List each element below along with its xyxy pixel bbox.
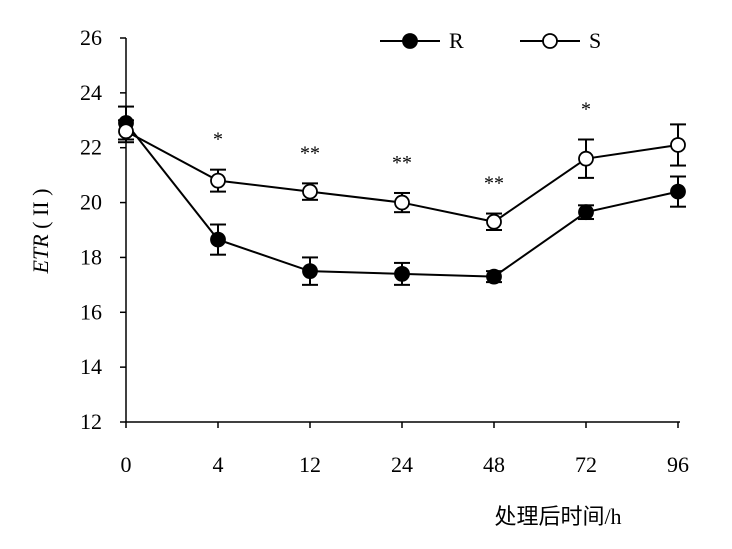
data-point-R xyxy=(670,183,686,200)
x-ticks: 0 4 12 24 48 72 96 xyxy=(121,422,689,477)
data-point-S xyxy=(394,194,410,211)
data-point-R xyxy=(302,263,318,280)
data-point-S xyxy=(486,213,502,230)
x-tick-label: 48 xyxy=(483,452,505,477)
data-point-R xyxy=(210,231,226,248)
y-ticks: 12 14 16 18 20 22 24 26 xyxy=(80,25,126,434)
data-point-S xyxy=(578,150,594,167)
data-point-S xyxy=(670,137,686,153)
y-tick-label: 22 xyxy=(80,135,102,160)
series-S xyxy=(118,119,686,231)
legend-marker xyxy=(542,33,558,49)
x-tick-label: 72 xyxy=(575,452,597,477)
significance-label: * xyxy=(213,129,223,151)
data-point-R xyxy=(486,268,502,285)
y-tick-label: 20 xyxy=(80,190,102,215)
significance-label: * xyxy=(581,98,591,120)
x-axis-label: 处理后时间/h xyxy=(494,504,621,529)
data-point-S xyxy=(118,123,134,140)
y-tick-label: 24 xyxy=(80,80,102,105)
significance-label: ** xyxy=(300,142,320,164)
significance-label: ** xyxy=(484,173,504,195)
data-point-R xyxy=(578,204,594,221)
x-tick-label: 24 xyxy=(391,452,413,477)
data-point-R xyxy=(394,265,410,282)
legend-label: R xyxy=(449,28,464,53)
x-tick-label: 4 xyxy=(213,452,224,477)
axes xyxy=(125,38,680,423)
data-point-S xyxy=(302,183,318,200)
x-tick-label: 12 xyxy=(299,452,321,477)
y-tick-label: 14 xyxy=(80,354,102,379)
legend-label: S xyxy=(589,28,601,53)
annotations: *** ***** xyxy=(213,98,591,194)
y-tick-label: 16 xyxy=(80,299,102,324)
x-tick-label: 0 xyxy=(121,452,132,477)
data-point-S xyxy=(210,172,226,189)
x-tick-label: 96 xyxy=(667,452,689,477)
significance-label: ** xyxy=(392,152,412,174)
y-tick-label: 12 xyxy=(80,409,102,434)
legend-item-R: R xyxy=(380,28,464,53)
y-tick-label: 26 xyxy=(80,25,102,50)
legend-marker xyxy=(402,33,418,49)
series-group xyxy=(118,105,686,286)
y-axis-label: ETR ( II ) xyxy=(28,189,53,275)
legend-item-S: S xyxy=(520,28,601,53)
series-R xyxy=(118,105,686,286)
y-tick-label: 18 xyxy=(80,244,102,269)
